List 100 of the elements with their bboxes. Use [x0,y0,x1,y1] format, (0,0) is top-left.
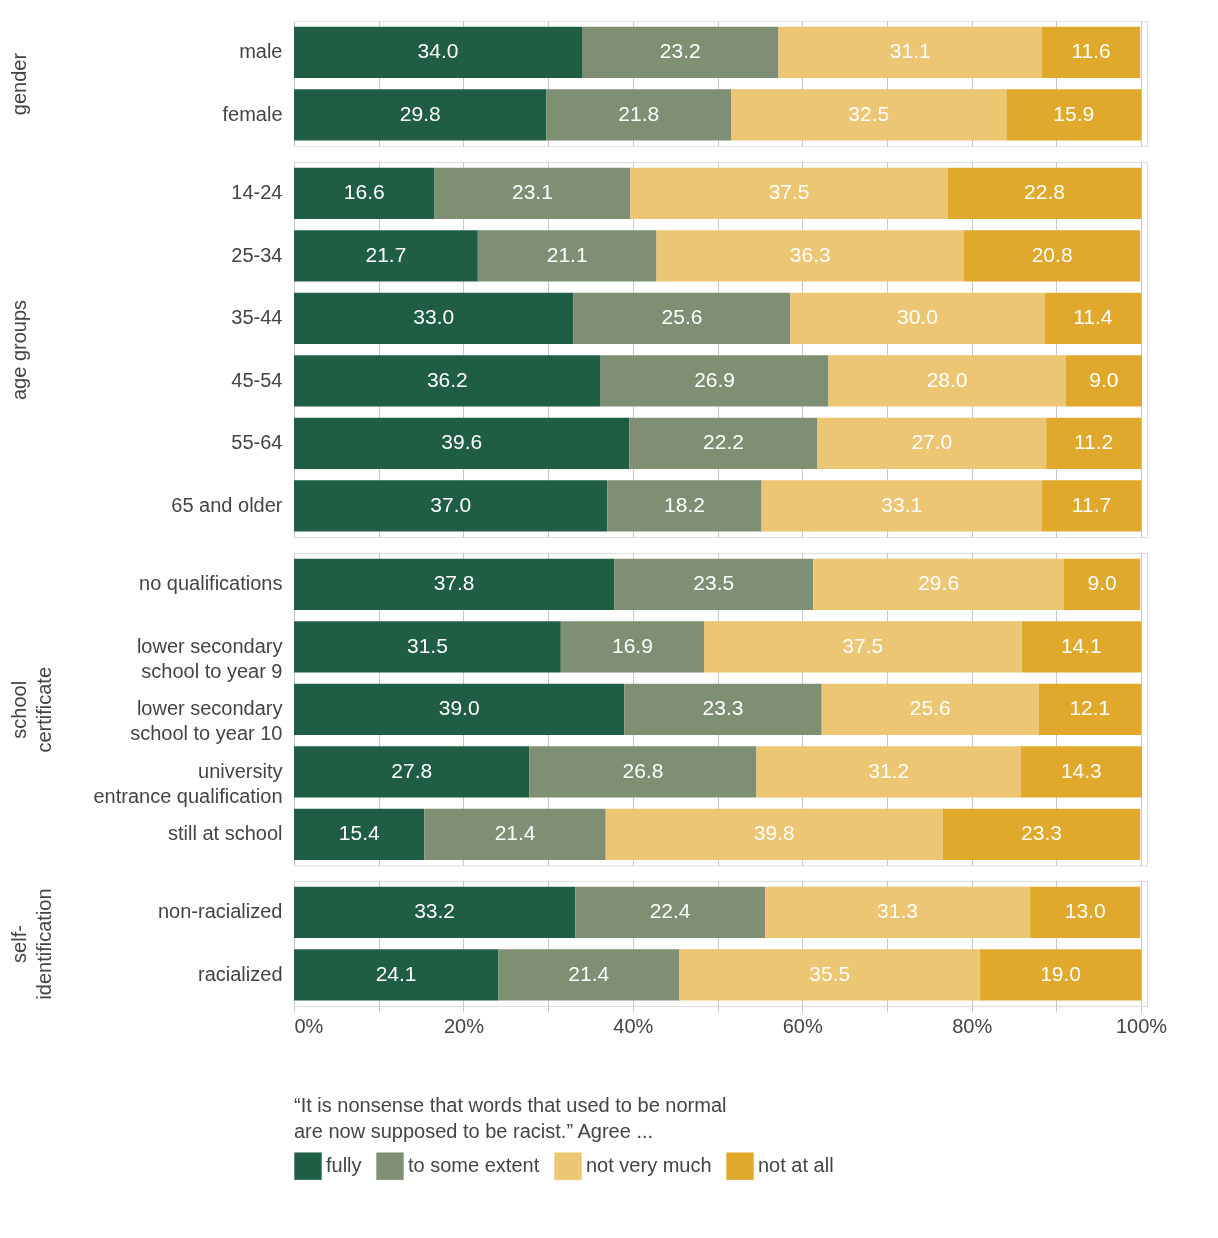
data-label: 14.1 [1060,633,1102,657]
bar [756,746,1021,798]
x-tick-label: 80% [952,1014,993,1037]
data-label: 34.0 [417,39,459,63]
data-label: 28.0 [926,367,968,391]
bar [828,355,1066,407]
data-label: 25.6 [661,305,703,329]
bar [679,949,981,1001]
bar [1006,89,1142,141]
bar [1063,558,1141,610]
bar [630,167,948,219]
bar [600,355,829,407]
bar [1038,683,1142,735]
bar [980,949,1142,1001]
y-tick-label: racialized [198,962,283,985]
y-axis-title: self-identification [7,888,55,1000]
data-label: 23.5 [693,571,735,595]
data-label: 31.2 [868,758,910,782]
bar [424,808,606,860]
data-label: 23.1 [512,180,553,204]
bar [1020,746,1142,798]
data-label: 24.1 [375,961,417,985]
data-label: 21.4 [494,821,536,845]
data-label: 23.3 [702,696,744,720]
y-tick-label: university entrance qualification [93,759,283,807]
data-label: 16.6 [343,180,385,204]
bar [731,89,1007,141]
bar [294,746,530,798]
bar [546,89,732,141]
data-label: 36.2 [426,367,468,391]
legend-label: to some extent [408,1154,540,1177]
data-label: 25.6 [909,696,951,720]
bar [294,683,625,735]
bar [560,621,704,673]
bar [529,746,757,798]
bar [294,355,601,407]
data-label: 26.8 [622,758,664,782]
bar [1065,355,1142,407]
y-axis-title: gender [7,52,30,116]
data-label: 21.4 [568,961,610,985]
data-label: 13.0 [1064,899,1106,923]
data-label: 15.4 [338,821,380,845]
bar [294,26,582,78]
legend-label: not at all [758,1154,834,1177]
y-tick-label: 35-44 [231,306,283,329]
data-label: 37.8 [433,571,475,595]
bar [575,886,765,938]
bar [1041,26,1141,78]
data-label: 11.2 [1073,430,1114,454]
y-tick-label: non-racialized [157,900,283,923]
bar [778,26,1042,78]
bar [761,480,1042,532]
bar [294,949,499,1001]
data-label: 32.5 [848,101,890,125]
bar [582,26,779,78]
data-label: 11.6 [1071,39,1111,63]
y-tick-label: no qualifications [139,572,283,595]
y-tick-label: 45-54 [231,368,283,391]
data-label: 37.5 [842,633,884,657]
legend-label: not very much [586,1154,712,1177]
data-label: 30.0 [897,305,938,329]
data-label: 11.4 [1073,305,1113,329]
data-label: 31.3 [877,899,918,923]
data-label: 31.1 [889,39,931,63]
bar [817,417,1047,469]
data-label: 11.7 [1071,492,1112,516]
bar [294,480,608,532]
data-label: 29.8 [399,101,441,125]
data-label: 39.6 [441,430,483,454]
y-tick-label: 25-34 [231,243,283,266]
data-label: 27.0 [911,430,953,454]
y-tick-label: lower secondary school to year 10 [130,697,283,745]
bar [477,230,657,282]
y-tick-label: still at school [168,822,283,845]
x-tick-label: 0% [294,1014,324,1037]
bar [294,230,478,282]
bar [294,292,574,344]
data-label: 22.2 [703,430,744,454]
bar [764,886,1031,938]
y-tick-label: lower secondary school to year 9 [136,634,283,682]
data-label: 22.8 [1024,180,1065,204]
x-tick-label: 60% [782,1014,823,1037]
data-label: 23.3 [1021,821,1062,845]
y-tick-label: female [222,102,283,125]
data-label: 12.1 [1069,696,1111,720]
data-label: 33.1 [881,492,923,516]
x-tick-label: 100% [1115,1014,1168,1037]
bar [294,886,576,938]
data-label: 35.5 [809,961,851,985]
bar [294,89,547,141]
x-tick-label: 20% [443,1014,485,1037]
data-label: 21.7 [365,242,407,266]
bar [294,167,435,219]
bar [703,621,1022,673]
bar [964,230,1141,282]
data-label: 14.3 [1060,758,1102,782]
data-label: 37.0 [430,492,472,516]
x-tick-label: 40% [613,1014,654,1037]
data-label: 31.5 [406,633,448,657]
bar [573,292,791,344]
